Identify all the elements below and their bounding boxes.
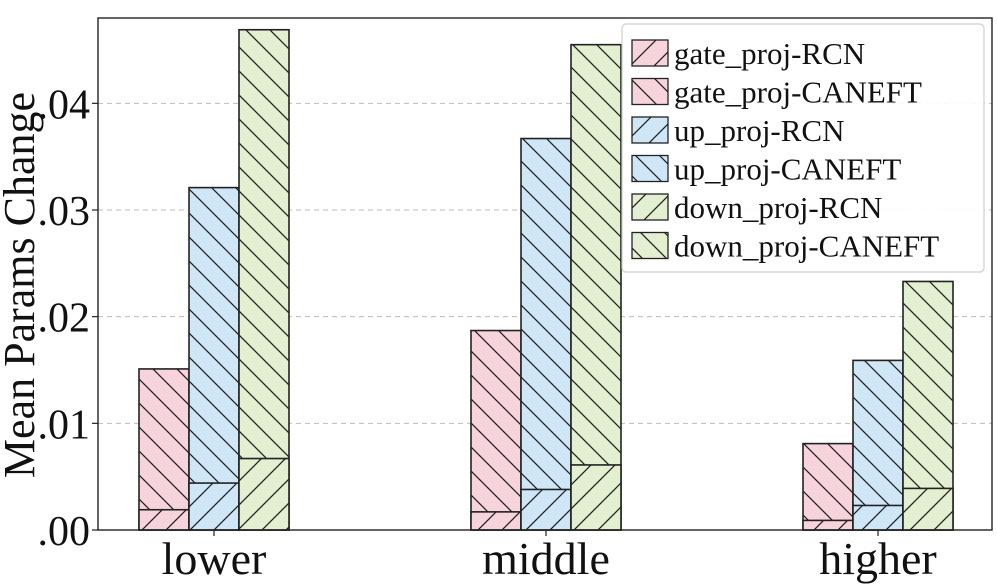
bar-down_proj-caneft bbox=[238, 28, 290, 531]
bar-gate_proj-rcn bbox=[138, 508, 190, 531]
bar-up_proj-rcn bbox=[520, 488, 572, 531]
y-tick-label: .03 bbox=[38, 189, 91, 235]
legend-swatch bbox=[631, 154, 669, 183]
x-tick-label: lower bbox=[162, 533, 267, 584]
legend: gate_proj-RCN gate_proj-CANEFTup_proj-RCN… bbox=[621, 23, 985, 273]
legend-label: up_proj-RCN bbox=[674, 113, 845, 148]
y-axis-label: Mean Params Change bbox=[0, 92, 44, 478]
legend-swatch bbox=[631, 77, 669, 106]
bar-up_proj-caneft bbox=[520, 137, 572, 531]
bar-down_proj-caneft bbox=[570, 43, 622, 531]
y-tick-label: .04 bbox=[38, 82, 91, 128]
bar-gate_proj-rcn bbox=[802, 519, 854, 531]
legend-label: down_proj-CANEFT bbox=[674, 229, 939, 264]
bar-gate_proj-rcn bbox=[470, 511, 522, 531]
bar-down_proj-rcn bbox=[570, 464, 622, 531]
legend-label: gate_proj-RCN bbox=[674, 36, 865, 71]
legend-swatch bbox=[631, 116, 669, 144]
bar-up_proj-rcn bbox=[188, 482, 240, 531]
axes: .00 .01 .02 .03 .04 lower middle higher bbox=[38, 17, 993, 584]
legend-label: up_proj-CANEFT bbox=[674, 152, 901, 187]
legend-swatch bbox=[631, 39, 669, 67]
y-tick-label: .02 bbox=[38, 296, 91, 342]
legend-label: gate_proj-CANEFT bbox=[674, 75, 922, 110]
bar-gate_proj-caneft bbox=[138, 368, 190, 531]
legend-swatch bbox=[631, 231, 669, 260]
bar-gate_proj-caneft bbox=[802, 442, 854, 531]
legend-box bbox=[621, 23, 985, 273]
bar-up_proj-caneft bbox=[188, 186, 240, 531]
bar-up_proj-caneft bbox=[852, 359, 904, 531]
bar-down_proj-rcn bbox=[902, 487, 954, 531]
plot-frame bbox=[97, 17, 993, 531]
y-tick-label: .01 bbox=[38, 402, 91, 448]
bar-gate_proj-caneft bbox=[470, 329, 522, 531]
bar-up_proj-rcn bbox=[852, 504, 904, 531]
legend-label: down_proj-RCN bbox=[674, 190, 882, 225]
bar-down_proj-rcn bbox=[238, 457, 290, 531]
y-tick-label: .00 bbox=[38, 509, 91, 555]
x-tick-label: middle bbox=[482, 533, 610, 584]
bars bbox=[138, 28, 954, 531]
x-tick-label: higher bbox=[819, 533, 937, 584]
legend-swatch bbox=[631, 193, 669, 221]
